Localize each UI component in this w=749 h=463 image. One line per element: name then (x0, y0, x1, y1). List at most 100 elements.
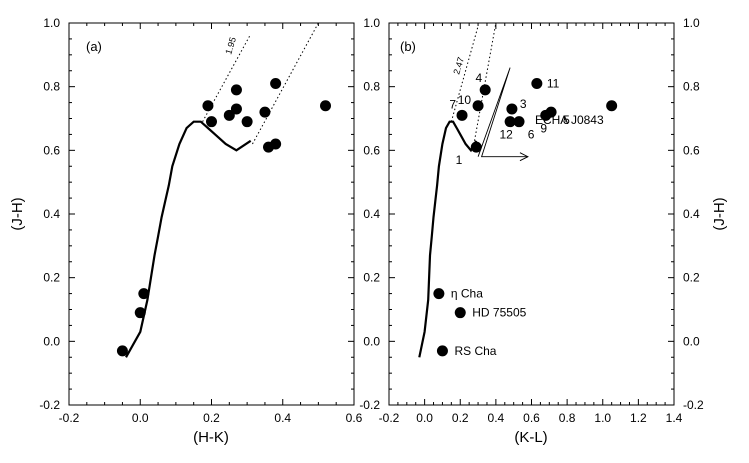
panel-a: -0.2 0.0 0.2 0.4 0.6 -0.2 0.0 0.2 0.4 0.6 0.8 1.0 (… (9, 16, 363, 446)
data-point (433, 288, 445, 300)
y-tick-label-right: 0.8 (683, 80, 700, 94)
panel-a-label: (a) (86, 39, 102, 54)
data-point (116, 345, 128, 357)
panel-a-ticks: -0.2 0.0 0.2 0.4 0.6 -0.2 0.0 0.2 0.4 0.6 0.8 1.0 (39, 16, 362, 425)
x-tick-label: 0.6 (346, 411, 363, 425)
data-point (470, 141, 482, 153)
data-point (134, 307, 146, 319)
x-tick-label: 0.0 (132, 411, 149, 425)
panel-a-y-axis-label: (J-H) (9, 197, 26, 230)
data-point (513, 116, 525, 128)
reddening-line (450, 26, 479, 122)
y-tick-label: 0.4 (43, 207, 60, 221)
data-point (230, 103, 242, 115)
point-label: 11 (547, 76, 560, 90)
data-point (545, 106, 557, 118)
reddening-line (252, 22, 319, 145)
data-point (259, 106, 271, 118)
panel-b: -0.2 0.0 0.2 0.4 0.6 0.8 1.0 1.2 1.4-0.2 -0.20.0 0… (359, 16, 728, 446)
data-point (506, 103, 518, 115)
point-label: 12 (499, 128, 513, 142)
panel-b-arrowhead (519, 152, 529, 162)
data-point (270, 77, 282, 89)
data-point (456, 109, 468, 121)
data-point (241, 116, 253, 128)
point-label: η Cha (451, 287, 483, 301)
data-point (230, 84, 242, 96)
point-label: HD 75505 (472, 306, 526, 320)
x-tick-label: 1.2 (630, 411, 647, 425)
panel-b-reddening-lines (450, 22, 497, 141)
x-tick-label: 0.0 (416, 411, 433, 425)
data-point (531, 77, 543, 89)
x-tick-label: -0.2 (59, 411, 80, 425)
point-label: RS Cha (454, 344, 496, 358)
x-tick-label: 0.6 (523, 411, 540, 425)
y-tick-label: 1.0 (43, 16, 60, 30)
y-tick-label: 0.8 (363, 80, 380, 94)
point-label: 1 (456, 153, 463, 167)
point-label: 3 (520, 97, 527, 111)
panel-b-x-axis-label: (K-L) (514, 429, 547, 446)
point-label: 10 (458, 93, 472, 107)
data-point (206, 116, 217, 128)
y-tick-label: 0.0 (363, 334, 380, 348)
panel-b-dwarf-locus (418, 120, 478, 358)
x-tick-label: 0.2 (452, 411, 469, 425)
point-label: 6 (528, 128, 535, 142)
y-tick-label-right: 0.0 (683, 334, 700, 348)
y-tick-label: 0.8 (43, 80, 60, 94)
data-point (504, 116, 516, 128)
data-point (472, 100, 484, 112)
x-tick-label: 0.2 (203, 411, 220, 425)
data-point (202, 100, 214, 112)
data-point (270, 138, 282, 150)
panel-a-dwarf-locus (125, 120, 252, 358)
x-tick-label: 0.8 (559, 411, 576, 425)
panel-b-y-axis-label: (J-H) (711, 197, 728, 230)
panel-b-label: (b) (400, 39, 416, 54)
y-tick-label-right: 0.6 (683, 143, 700, 157)
y-tick-label: -0.2 (359, 398, 380, 412)
data-point (320, 100, 331, 112)
data-point (138, 288, 150, 300)
y-tick-label: 0.4 (363, 207, 380, 221)
panel-b-reddening-label: 2.47 (451, 56, 466, 76)
x-tick-label: 0.4 (488, 411, 505, 425)
data-point (606, 100, 618, 112)
x-tick-label: 1.0 (594, 411, 611, 425)
panel-a-x-axis-label: (H-K) (193, 429, 229, 446)
y-tick-label: 0.0 (43, 334, 60, 348)
x-tick-label: -0.2 (379, 411, 400, 425)
y-tick-label-right: 0.2 (683, 271, 700, 285)
y-tick-label-right: 1.0 (683, 16, 700, 30)
data-point (223, 109, 235, 121)
data-point (479, 84, 491, 96)
panel-a-points (116, 77, 331, 357)
y-tick-label-right: 0.4 (683, 207, 700, 221)
point-label: 9 (540, 121, 547, 135)
x-tick-label: 1.4 (666, 411, 683, 425)
y-tick-label: 1.0 (363, 16, 380, 30)
x-tick-label: 0.4 (274, 411, 291, 425)
y-tick-label: 0.6 (43, 143, 60, 157)
y-tick-label: 0.2 (363, 271, 380, 285)
y-tick-label: -0.2 (39, 398, 60, 412)
panel-b-ticks: -0.2 0.0 0.2 0.4 0.6 0.8 1.0 1.2 1.4-0.2 -0.20.0 0… (359, 16, 704, 425)
point-label: ECHA J0843 (535, 113, 604, 127)
panel-a-frame (68, 22, 355, 406)
panel-b-vector-arrow (477, 67, 528, 158)
panel-a-reddening-lines (202, 22, 319, 145)
panel-b-frame (388, 22, 675, 406)
y-tick-label: 0.6 (363, 143, 380, 157)
data-point (454, 307, 466, 319)
point-label: 5 (563, 113, 570, 127)
point-label: 4 (476, 71, 483, 85)
point-label: 7 (449, 97, 456, 111)
panel-a-reddening-label: 1.95 (223, 36, 238, 56)
y-tick-label: 0.2 (43, 271, 60, 285)
data-point (436, 345, 448, 357)
y-tick-label-right: -0.2 (683, 398, 704, 412)
